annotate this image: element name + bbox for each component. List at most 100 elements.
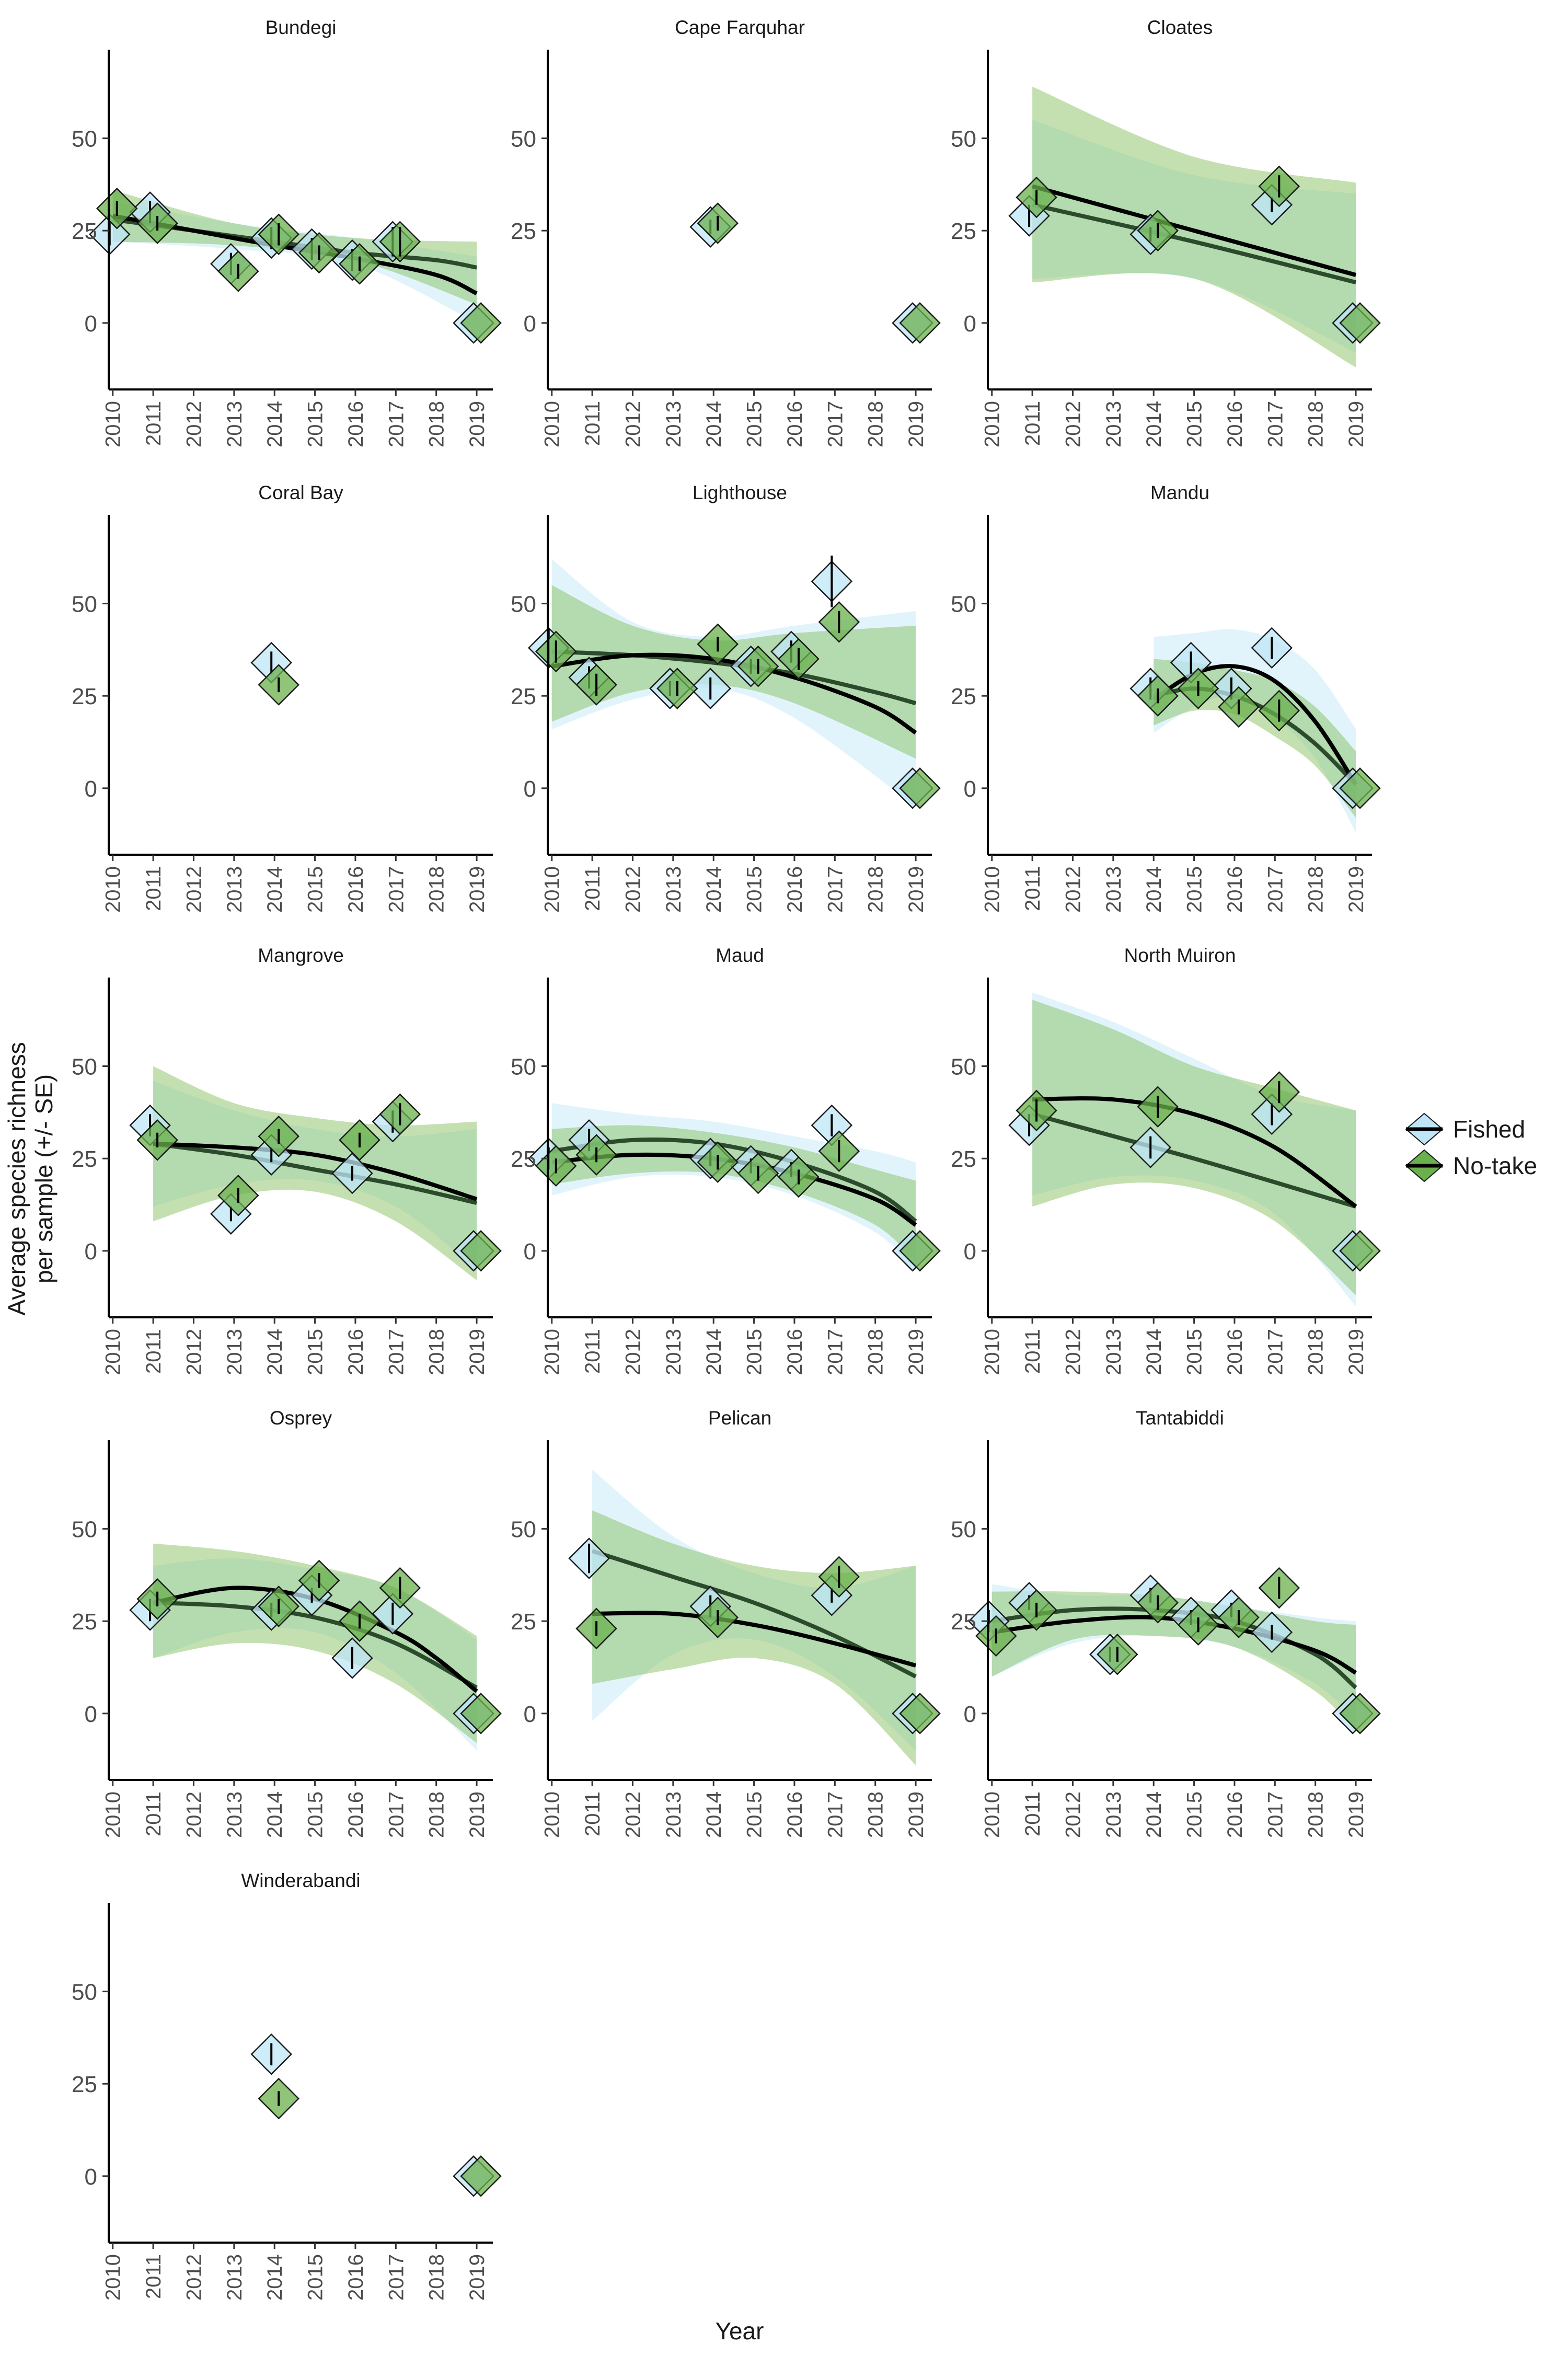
x-tick-label-2018: 2018 [425,1791,448,1838]
x-tick-label-2019: 2019 [1345,1329,1368,1375]
x-tick-label-2017: 2017 [385,401,408,447]
y-tick-label-25: 25 [511,1146,536,1172]
panel-bundegi: Bundegi 0 25 50 2010 2011 2012 2013 2014 2015 2016… [72,17,502,447]
x-tick-label-2013: 2013 [223,1329,246,1375]
x-tick-label-2017: 2017 [385,2254,408,2301]
fit-line-fished [592,1611,917,1668]
fit-line-notake [1032,202,1357,284]
confidence-band-fished [1032,120,1356,353]
x-tick-label-2010: 2010 [541,866,564,913]
panel-maud: Maud 0 25 50 2010 2011 2012 2013 2014 2015 2016 201… [511,945,941,1375]
y-tick-label-25: 25 [72,2072,97,2097]
x-tick-label-2013: 2013 [1102,866,1125,913]
x-tick-label-2016: 2016 [1224,866,1247,913]
x-tick-label-2019: 2019 [1345,401,1368,447]
x-tick-label-2013: 2013 [662,1791,685,1838]
y-tick-label-25: 25 [951,684,976,709]
panel-tantabiddi: Tantabiddi 0 25 50 2010 2011 2012 2013 2014 2015 2… [951,1407,1381,1838]
x-tick-label-2016: 2016 [344,1329,367,1375]
y-tick-label-50: 50 [72,1517,97,1543]
x-tick-label-2019: 2019 [466,2254,489,2301]
x-tick-label-2010: 2010 [102,1329,125,1375]
x-tick-label-2018: 2018 [425,866,448,913]
fit-line-notake [551,1138,917,1223]
panel-title-tantabiddi: Tantabiddi [1136,1407,1224,1429]
fit-line-fished [153,1141,478,1201]
x-tick-label-2011: 2011 [581,1791,604,1836]
panel-title-osprey: Osprey [270,1407,332,1429]
fit-line-fished [1032,184,1357,277]
y-tick-label-50: 50 [72,1054,97,1080]
y-tick-label-25: 25 [511,684,536,709]
confidence-band-notake [1032,1000,1356,1295]
y-tick-label-50: 50 [511,1517,536,1543]
x-tick-label-2014: 2014 [1143,401,1166,447]
x-tick-label-2015: 2015 [1183,401,1206,447]
x-tick-label-2015: 2015 [743,401,766,447]
x-tick-label-2012: 2012 [621,401,644,447]
y-tick-label-0: 0 [964,1702,976,1727]
confidence-band-notake [592,1510,916,1765]
x-tick-label-2017: 2017 [385,1791,408,1838]
x-tick-label-2012: 2012 [182,866,205,913]
x-tick-label-2017: 2017 [824,401,847,447]
point-notake-2019 [460,1693,502,1734]
fit-line-notake [153,1600,478,1690]
x-tick-label-2012: 2012 [621,1329,644,1375]
fit-line-fished [153,1586,478,1693]
x-tick-label-2019: 2019 [466,1791,489,1838]
x-tick-label-2019: 2019 [905,866,928,913]
panel-title-mangrove: Mangrove [258,945,344,966]
x-tick-label-2012: 2012 [182,401,205,447]
x-tick-label-2010: 2010 [102,2254,125,2301]
y-tick-label-50: 50 [511,592,536,617]
legend: Fished No-take [1405,1112,1537,1182]
x-tick-label-2014: 2014 [263,2254,286,2301]
x-tick-label-2018: 2018 [864,1791,887,1838]
panel-title-pelican: Pelican [708,1407,771,1429]
panel-cape-farquhar: Cape Farquhar 0 25 50 2010 2011 2012 2013 2014 20… [511,17,941,447]
confidence-band-fished [592,1469,916,1751]
x-tick-label-2018: 2018 [1305,401,1328,447]
x-tick-label-2012: 2012 [1062,401,1085,447]
x-tick-label-2010: 2010 [541,401,564,447]
x-tick-label-2011: 2011 [1021,1329,1044,1374]
y-tick-label-50: 50 [72,592,97,617]
x-tick-label-2017: 2017 [824,866,847,913]
x-tick-label-2016: 2016 [783,1329,806,1375]
x-tick-label-2018: 2018 [425,1329,448,1375]
x-tick-label-2013: 2013 [223,401,246,447]
x-tick-label-2015: 2015 [1183,1791,1206,1838]
legend-key-fished [1405,1112,1444,1146]
x-tick-label-2011: 2011 [142,2254,165,2299]
x-tick-label-2014: 2014 [263,866,286,913]
x-tick-label-2017: 2017 [385,1329,408,1375]
x-tick-label-2016: 2016 [344,1791,367,1838]
x-tick-label-2014: 2014 [1143,1791,1166,1838]
y-tick-label-25: 25 [951,1609,976,1635]
y-tick-label-25: 25 [951,219,976,244]
x-tick-label-2013: 2013 [223,866,246,913]
y-tick-label-50: 50 [72,127,97,152]
x-tick-label-2010: 2010 [981,866,1004,913]
panel-coral-bay: Coral Bay 0 25 50 2010 2011 2012 2013 2014 2015 20… [72,482,493,913]
x-tick-label-2019: 2019 [1345,1791,1368,1838]
x-tick-label-2016: 2016 [783,866,806,913]
x-tick-label-2013: 2013 [223,1791,246,1838]
x-tick-label-2012: 2012 [621,1791,644,1838]
x-tick-label-2011: 2011 [142,866,165,911]
x-tick-label-2012: 2012 [182,1791,205,1838]
y-tick-label-0: 0 [85,1239,97,1265]
x-tick-label-2012: 2012 [182,1329,205,1375]
point-notake-2019 [899,302,941,344]
y-tick-label-25: 25 [511,219,536,244]
x-tick-label-2010: 2010 [102,401,125,447]
x-tick-label-2012: 2012 [621,866,644,913]
x-tick-label-2014: 2014 [702,1791,725,1838]
x-tick-label-2011: 2011 [142,1791,165,1836]
y-tick-label-0: 0 [964,311,976,337]
x-tick-label-2015: 2015 [304,866,327,913]
x-tick-label-2010: 2010 [541,1791,564,1838]
